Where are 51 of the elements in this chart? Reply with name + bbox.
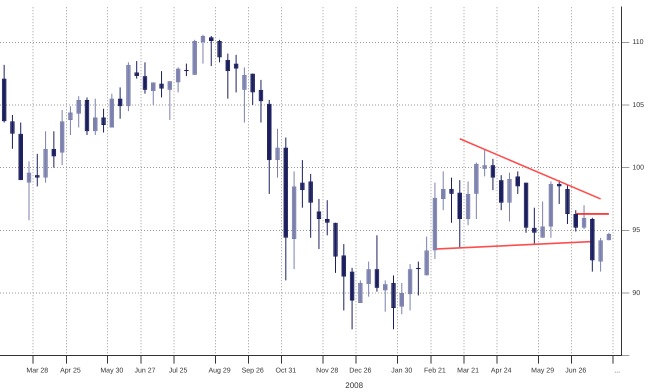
candlestick <box>275 128 280 178</box>
candlestick <box>308 173 313 238</box>
candlestick <box>498 174 504 211</box>
candlestick <box>358 280 363 304</box>
candlestick <box>466 180 470 226</box>
candlestick <box>424 236 429 276</box>
candlestick <box>101 108 106 134</box>
candlestick <box>142 62 148 94</box>
candlestick <box>540 200 545 238</box>
candlestick <box>573 210 578 232</box>
candlestick <box>565 184 570 225</box>
candlestick <box>366 261 371 298</box>
candlestick <box>68 106 73 136</box>
text: 2008 <box>345 381 364 390</box>
candlestick <box>300 160 305 208</box>
candlestick <box>374 234 380 292</box>
candlestick <box>217 39 222 63</box>
candlestick <box>52 130 56 168</box>
candlestick <box>316 198 322 250</box>
candlestick <box>507 172 512 222</box>
candlestick <box>150 82 156 106</box>
candlestick <box>159 70 164 98</box>
candlestick <box>408 264 412 311</box>
candlestick <box>391 274 396 330</box>
candlestick <box>76 96 81 128</box>
candlestick <box>440 170 446 211</box>
candlestick <box>250 73 255 106</box>
candlestick <box>176 66 180 93</box>
candlestick <box>35 153 40 187</box>
candlestick <box>26 160 32 221</box>
candlestick <box>382 280 388 312</box>
candlestick <box>556 180 562 204</box>
candlestick <box>258 79 264 123</box>
candlestick <box>92 98 98 136</box>
candlestick <box>242 66 247 123</box>
candlestick <box>400 282 404 315</box>
candlestick <box>226 53 230 100</box>
candlestick <box>342 244 346 311</box>
candlestick <box>598 237 603 272</box>
candlestick <box>449 177 454 224</box>
candlestick <box>234 54 238 93</box>
candlestick <box>532 207 537 245</box>
candlestick <box>515 170 520 194</box>
candlestick <box>582 204 586 230</box>
candlestick <box>482 150 487 177</box>
candlestick <box>118 86 122 120</box>
candlestick <box>490 158 496 191</box>
candlestick <box>200 34 206 64</box>
candlestick <box>168 80 172 120</box>
candlestick <box>324 200 330 236</box>
candlestick <box>10 114 15 150</box>
